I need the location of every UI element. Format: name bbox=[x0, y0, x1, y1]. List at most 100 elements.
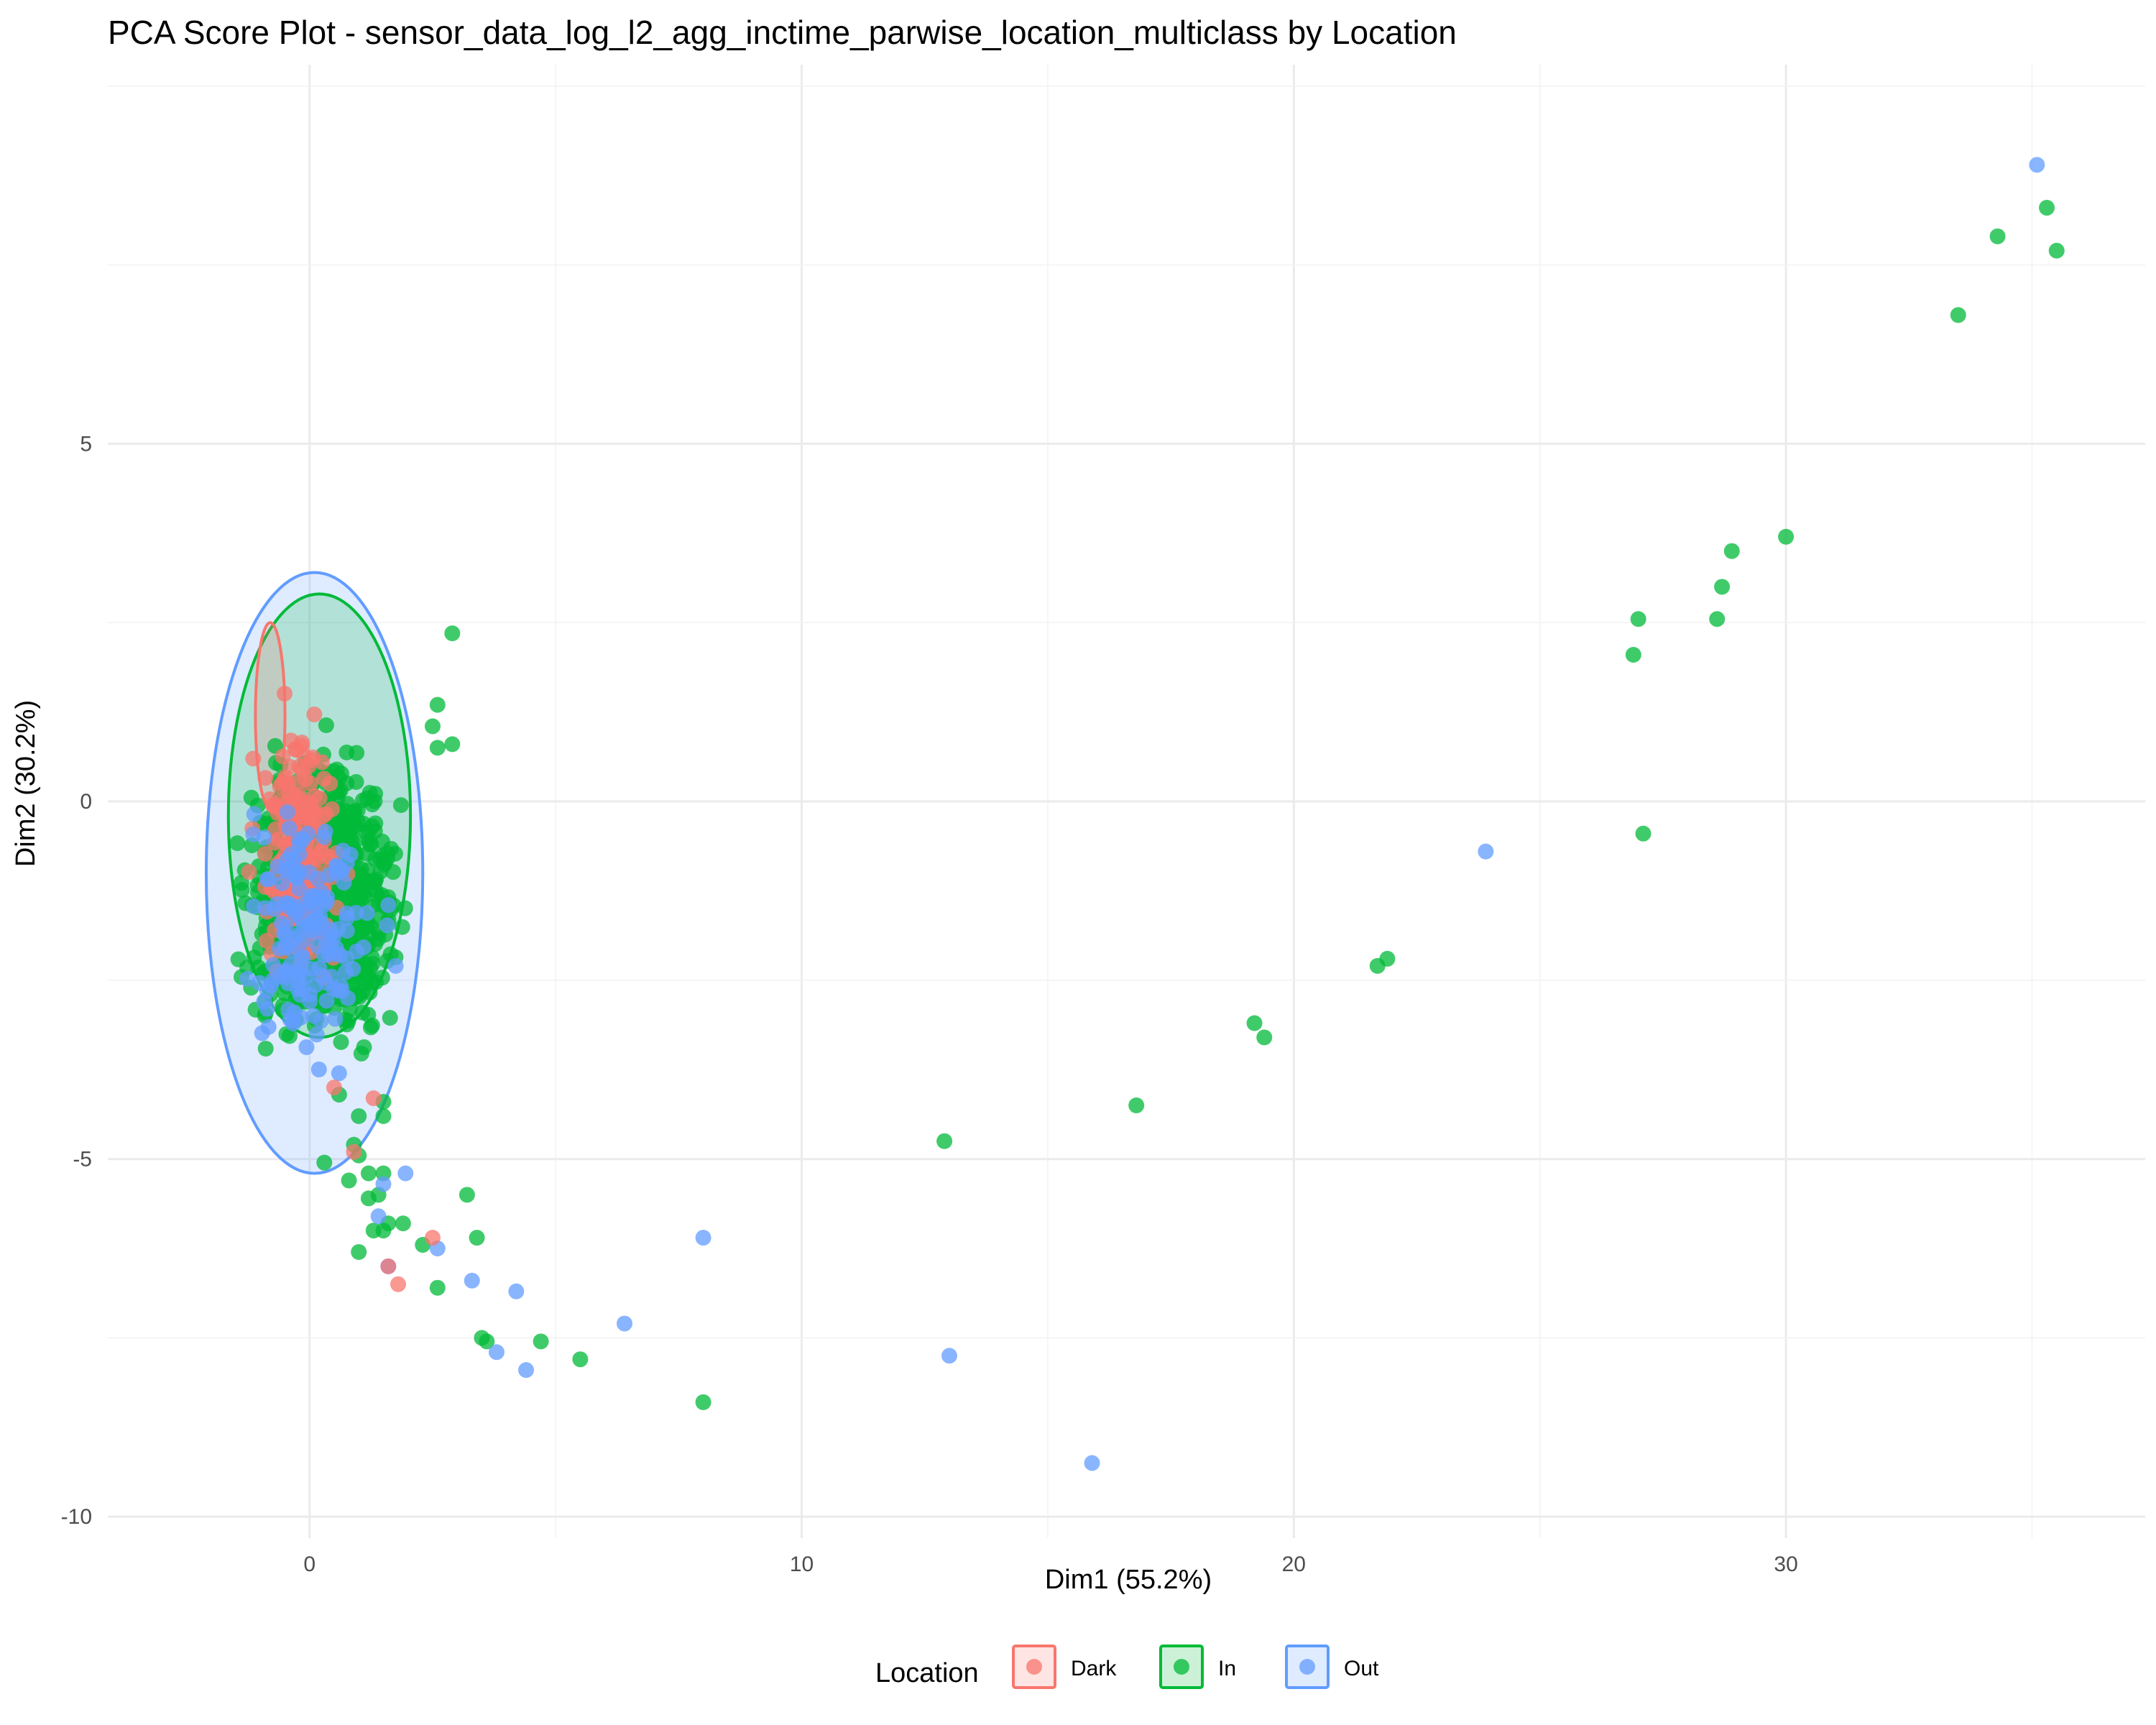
data-point-in bbox=[1128, 1097, 1145, 1113]
cluster-point-out bbox=[317, 823, 333, 840]
cluster-point-out bbox=[298, 1039, 315, 1055]
data-point-out bbox=[387, 957, 404, 974]
cluster-point-out bbox=[289, 962, 305, 979]
cluster-point-out bbox=[278, 962, 295, 979]
cluster-point-in bbox=[352, 887, 369, 903]
cluster-point-out bbox=[285, 1016, 302, 1032]
data-point-out bbox=[941, 1348, 957, 1364]
data-point-dark bbox=[365, 1090, 382, 1106]
cluster-point-out bbox=[349, 943, 365, 960]
data-point-in bbox=[429, 696, 446, 713]
cluster-point-in bbox=[397, 900, 413, 916]
cluster-point-out bbox=[345, 961, 361, 978]
y-axis-title: Dim2 (30.2%) bbox=[11, 700, 41, 867]
cluster-point-in bbox=[369, 887, 385, 903]
cluster-point-in bbox=[353, 1045, 369, 1062]
cluster-point-dark bbox=[245, 750, 262, 767]
data-point-in bbox=[1246, 1015, 1263, 1031]
x-tick-label: 20 bbox=[1282, 1552, 1306, 1576]
cluster-point-out bbox=[330, 983, 346, 999]
legend-title: Location bbox=[875, 1658, 979, 1688]
data-point-in bbox=[474, 1330, 490, 1346]
cluster-point-out bbox=[318, 993, 335, 1009]
cluster-point-in bbox=[332, 822, 349, 838]
cluster-point-out bbox=[281, 820, 298, 837]
cluster-point-dark bbox=[257, 770, 274, 786]
data-point-dark bbox=[326, 1080, 342, 1096]
cluster-point-in bbox=[357, 962, 374, 979]
data-point-in bbox=[1256, 1029, 1273, 1046]
data-point-in bbox=[695, 1394, 711, 1410]
cluster-point-dark bbox=[241, 864, 257, 880]
cluster-point-out bbox=[328, 857, 345, 874]
legend: Location Dark In Out bbox=[875, 1644, 1379, 1689]
legend-label-dark: Dark bbox=[1071, 1657, 1117, 1680]
cluster-point-out bbox=[338, 923, 355, 939]
data-point-out bbox=[1478, 843, 1494, 860]
cluster-point-out bbox=[256, 993, 272, 1010]
cluster-point-out bbox=[259, 871, 275, 888]
cluster-point-in bbox=[354, 792, 371, 809]
cluster-point-out bbox=[279, 804, 295, 820]
data-point-dark bbox=[380, 1258, 397, 1274]
cluster-point-in bbox=[379, 845, 395, 861]
cluster-point-dark bbox=[315, 770, 332, 787]
data-points bbox=[316, 157, 2065, 1471]
cluster-point-out bbox=[327, 1011, 344, 1027]
cluster-point-out bbox=[260, 1018, 277, 1035]
cluster-point-in bbox=[229, 835, 246, 852]
data-point-in bbox=[395, 1215, 411, 1232]
legend-key-point-dark bbox=[1026, 1659, 1042, 1675]
data-point-in bbox=[341, 1172, 357, 1189]
cluster-point-dark bbox=[302, 794, 318, 811]
data-point-in bbox=[351, 1243, 367, 1260]
cluster-point-dark bbox=[290, 773, 307, 790]
cluster-point-in bbox=[356, 872, 373, 888]
data-point-in bbox=[2039, 200, 2055, 216]
data-point-dark bbox=[424, 1230, 441, 1246]
cluster-point-in bbox=[376, 857, 392, 873]
cluster-point-out bbox=[306, 912, 323, 929]
data-point-in bbox=[1369, 957, 1386, 974]
legend-label-in: In bbox=[1218, 1657, 1236, 1680]
data-point-in bbox=[1625, 646, 1641, 663]
cluster-point-in bbox=[349, 745, 365, 761]
cluster-point-in bbox=[368, 871, 384, 888]
cluster-point-out bbox=[256, 829, 272, 846]
cluster-point-in bbox=[348, 773, 364, 790]
cluster-point-out bbox=[287, 903, 303, 919]
y-tick-label: 5 bbox=[80, 432, 92, 456]
cluster-point-out bbox=[295, 981, 311, 998]
data-point-in bbox=[1714, 579, 1731, 595]
cluster-point-out bbox=[274, 875, 290, 891]
cluster-point-out bbox=[246, 806, 262, 822]
cluster-point-in bbox=[345, 804, 361, 821]
data-point-in bbox=[429, 1279, 446, 1296]
cluster-point-in bbox=[318, 717, 334, 734]
data-point-out bbox=[380, 897, 397, 914]
cluster-point-out bbox=[308, 1026, 325, 1043]
data-point-in bbox=[1635, 825, 1651, 842]
data-point-in bbox=[444, 736, 461, 753]
cluster-point-dark bbox=[291, 786, 308, 803]
x-tick-label: 10 bbox=[790, 1552, 814, 1576]
y-tick-label: 0 bbox=[80, 790, 92, 814]
data-point-in bbox=[469, 1230, 485, 1246]
y-tick-label: -10 bbox=[61, 1505, 92, 1529]
data-point-out bbox=[488, 1344, 505, 1361]
data-point-in bbox=[351, 1108, 367, 1124]
cluster-point-in bbox=[234, 882, 250, 898]
y-tick-label: -5 bbox=[73, 1148, 92, 1172]
cluster-point-out bbox=[269, 896, 285, 912]
cluster-point-in bbox=[361, 837, 378, 853]
data-point-out bbox=[370, 1208, 387, 1225]
legend-label-out: Out bbox=[1344, 1657, 1379, 1680]
cluster-point-out bbox=[239, 970, 256, 987]
data-point-in bbox=[429, 740, 446, 756]
data-point-in bbox=[444, 625, 461, 642]
cluster-point-out bbox=[304, 888, 321, 904]
data-point-in bbox=[533, 1333, 549, 1350]
cluster-point-out bbox=[335, 842, 351, 859]
legend-key-point-out bbox=[1299, 1659, 1315, 1675]
